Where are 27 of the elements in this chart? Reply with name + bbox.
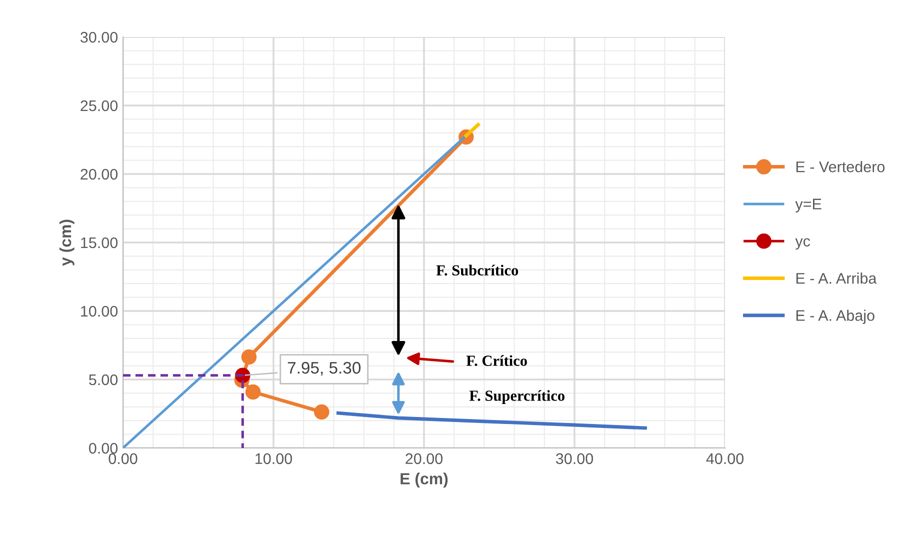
legend-label: y=E (795, 198, 822, 212)
x-tick-label: 30.00 (556, 453, 594, 464)
data-label: 7.95, 5.30 (288, 362, 361, 376)
annotation: F. Subcrítico (436, 264, 518, 276)
legend-label: E - Vertedero (796, 161, 885, 172)
x-axis-title: E (cm) (400, 472, 448, 488)
x-tick-label: 20.00 (406, 453, 443, 464)
annotation: F. Supercrítico (469, 390, 564, 404)
x-tick-label: 40.00 (706, 453, 744, 464)
line-series (336, 411, 647, 430)
y-tick-label: 25.00 (80, 100, 118, 112)
y-tick-label: 5.00 (89, 374, 118, 386)
y-tick-label: 30.00 (80, 32, 118, 43)
legend-label: yc (795, 238, 810, 250)
x-tick-label: 0.00 (108, 453, 138, 464)
y-tick-label: 20.00 (80, 168, 118, 180)
annotation: F. Crítico (466, 355, 527, 366)
y-axis-title: y (cm) (59, 220, 74, 266)
point (241, 349, 257, 365)
y-tick-label: 0.00 (89, 442, 118, 454)
y-tick-label: 15.00 (81, 237, 118, 248)
point (245, 384, 261, 400)
y-tick-label: 10.00 (81, 306, 118, 317)
legend-label: E - A. Abajo (796, 310, 874, 324)
legend-label: E - A. Arriba (796, 272, 877, 284)
point (314, 404, 330, 420)
x-tick-label: 10.00 (256, 453, 292, 464)
